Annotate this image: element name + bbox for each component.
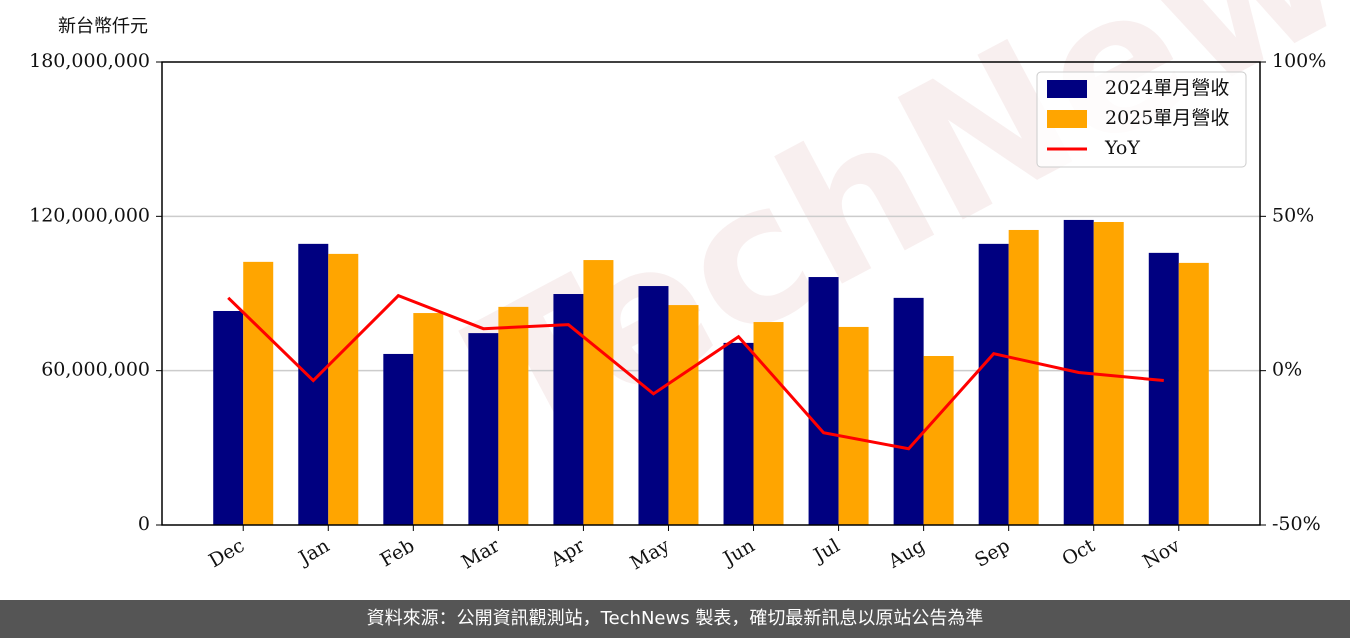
x-tick-label: Apr	[546, 534, 589, 571]
bar	[468, 333, 499, 525]
legend-label: 2024單月營收	[1105, 77, 1229, 99]
bar	[1178, 262, 1209, 525]
y-tick-label: 120,000,000	[29, 204, 150, 226]
x-tick-label: Jan	[294, 535, 334, 571]
y-tick-label: 180,000,000	[29, 50, 150, 72]
x-tick-label: Nov	[1139, 534, 1184, 573]
x-tick-label: Mar	[458, 534, 504, 573]
legend-label: 2025單月營收	[1105, 107, 1229, 129]
bar	[1148, 252, 1179, 525]
bar	[893, 297, 924, 525]
legend-box	[1036, 71, 1247, 168]
bar	[1008, 229, 1039, 525]
chart: TechNews 新台幣仟元 060,000,000120,000,000180…	[29, 0, 1350, 574]
bar	[298, 243, 329, 525]
legend-label: YoY	[1104, 137, 1140, 159]
x-tick-label: Feb	[377, 535, 419, 572]
legend-swatch	[1047, 110, 1087, 128]
yoy-line	[227, 293, 1164, 451]
bar	[383, 353, 414, 525]
bar	[838, 326, 869, 525]
bar	[808, 277, 839, 525]
x-tick-label: Oct	[1058, 534, 1099, 570]
bar	[668, 305, 699, 525]
x-tick-label: Sep	[971, 535, 1014, 572]
legend-swatch	[1047, 80, 1087, 98]
x-tick-label: Aug	[884, 535, 929, 574]
bar	[923, 356, 954, 525]
bar	[583, 260, 614, 525]
y2-tick-label: -50%	[1272, 513, 1321, 535]
x-tick-label: Dec	[205, 535, 248, 573]
y-tick-label: 0	[138, 513, 150, 535]
y-tick-label: 60,000,000	[41, 359, 150, 381]
bar	[328, 253, 359, 526]
bar	[243, 261, 274, 525]
bar	[638, 286, 669, 525]
bar	[753, 322, 784, 525]
y2-tick-label: 100%	[1272, 50, 1326, 72]
y2-tick-label: 0%	[1272, 359, 1302, 381]
x-tick-label: Jun	[718, 535, 759, 571]
x-tick-label: May	[627, 534, 674, 574]
footer: 資料來源：公開資訊觀測站，TechNews 製表，確切最新訊息以原站公告為準	[0, 600, 1350, 638]
bar	[978, 243, 1009, 525]
y2-tick-label: 50%	[1272, 204, 1314, 226]
bar	[213, 310, 244, 525]
y-axis-label: 新台幣仟元	[58, 16, 148, 37]
bar	[553, 294, 584, 525]
bar	[723, 342, 754, 525]
x-tick-label: Jul	[808, 535, 843, 568]
bar	[498, 306, 529, 525]
plot-frame	[161, 61, 1261, 526]
bar	[413, 313, 444, 525]
